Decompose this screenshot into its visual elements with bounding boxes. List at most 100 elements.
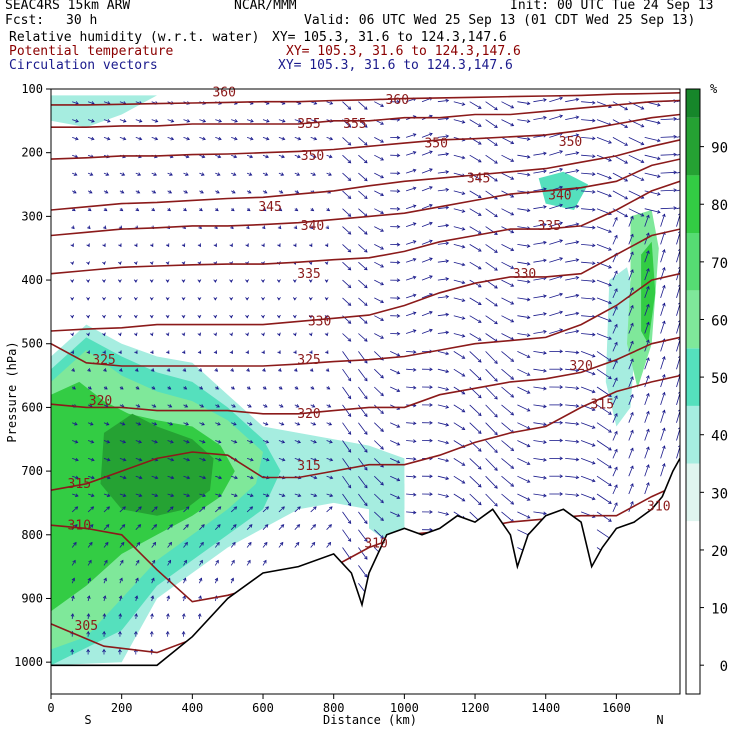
vector-head	[678, 266, 680, 269]
vector-shaft	[437, 475, 449, 480]
vector-shaft	[151, 137, 158, 140]
vector-head	[232, 172, 237, 176]
vector-head	[313, 136, 318, 141]
vector-shaft	[565, 241, 579, 245]
circulation-vector-185	[151, 541, 157, 548]
circulation-vector-110	[118, 350, 122, 355]
circulation-vector-311	[214, 577, 219, 584]
theta-label-345-0: 345	[258, 200, 281, 215]
circulation-vector-6	[71, 207, 76, 212]
vector-shaft	[215, 475, 222, 479]
circulation-vector-755	[501, 244, 515, 252]
colorbar-band-5	[686, 348, 700, 406]
circulation-vector-558	[374, 190, 385, 197]
circulation-vector-373	[262, 190, 268, 194]
vector-head	[134, 243, 138, 248]
vector-head	[396, 135, 401, 140]
vector-head	[134, 595, 139, 600]
circulation-vector-420	[278, 541, 284, 548]
circulation-vector-112	[119, 386, 124, 390]
vector-shaft	[485, 368, 498, 382]
vector-head	[185, 422, 190, 426]
vector-head	[656, 156, 661, 161]
vector-shaft	[183, 493, 190, 497]
vector-head	[445, 458, 450, 463]
vector-head	[543, 258, 547, 263]
vector-head	[181, 314, 186, 319]
vector-shaft	[310, 506, 317, 513]
circulation-vector-462	[309, 368, 314, 372]
circulation-vector-276	[199, 493, 207, 498]
vector-shaft	[581, 297, 595, 300]
vector-shaft	[660, 321, 665, 334]
circulation-vector-686	[453, 279, 466, 285]
circulation-vector-434	[292, 332, 297, 337]
circulation-vector-419	[278, 524, 285, 530]
vector-head	[678, 444, 680, 448]
vector-shaft	[660, 392, 665, 406]
circulation-vector-422	[294, 119, 302, 123]
vector-shaft	[580, 368, 596, 375]
vector-head	[311, 541, 316, 546]
vector-shaft	[628, 251, 634, 263]
vector-head	[640, 141, 645, 146]
circulation-vector-806	[533, 258, 547, 263]
vector-head	[347, 231, 352, 235]
vector-shaft	[549, 311, 563, 317]
vector-head	[166, 350, 170, 355]
circulation-vector-774	[517, 154, 531, 159]
theta-label-330-0: 330	[308, 315, 331, 330]
vector-shaft	[199, 524, 205, 530]
vector-head	[308, 279, 313, 283]
circulation-vector-61	[86, 613, 91, 619]
circulation-vector-143	[134, 368, 139, 372]
vector-head	[478, 141, 482, 145]
vector-shaft	[517, 172, 530, 176]
vector-head	[364, 159, 368, 164]
circulation-vector-309	[214, 541, 220, 548]
vector-shaft	[342, 440, 352, 453]
vector-shaft	[660, 356, 665, 370]
vector-head	[198, 595, 202, 600]
circulation-vector-780	[517, 261, 531, 266]
vector-shaft	[119, 137, 126, 140]
vector-head	[309, 243, 313, 248]
circulation-vector-832	[549, 292, 564, 299]
vector-head	[678, 302, 680, 305]
vector-shaft	[230, 578, 234, 584]
circulation-vector-380	[261, 314, 265, 319]
circulation-vector-553	[374, 101, 384, 107]
circulation-vector-631	[421, 168, 433, 174]
vector-shaft	[119, 506, 126, 513]
vector-head	[559, 310, 564, 315]
vector-shaft	[437, 242, 449, 245]
circulation-vector-814	[533, 404, 547, 409]
vector-head	[165, 332, 170, 337]
vector-shaft	[262, 506, 269, 513]
circulation-vector-63	[86, 648, 91, 655]
vector-head	[217, 154, 222, 159]
vector-head	[216, 404, 220, 408]
vector-head	[630, 269, 634, 273]
vector-shaft	[246, 154, 253, 158]
vector-shaft	[453, 279, 465, 284]
vector-head	[295, 541, 300, 546]
vector-shaft	[262, 524, 269, 530]
vector-shaft	[644, 411, 650, 423]
circulation-vector-62	[86, 630, 91, 637]
circulation-vector-964	[628, 500, 634, 513]
vector-shaft	[660, 136, 677, 138]
vector-head	[229, 243, 233, 248]
vector-head	[324, 314, 329, 319]
vector-shaft	[103, 119, 111, 122]
circulation-vector-855	[565, 293, 580, 299]
vector-head	[526, 479, 531, 483]
circulation-vector-739	[485, 368, 498, 382]
circulation-vector-394	[262, 559, 267, 566]
circulation-vector-793	[517, 493, 531, 501]
vector-head	[646, 428, 650, 433]
circulation-vector-797	[533, 98, 547, 103]
vector-shaft	[628, 376, 634, 388]
circulation-vector-121	[119, 541, 125, 548]
model-title: SEAC4RS 15km ARW	[5, 0, 131, 13]
